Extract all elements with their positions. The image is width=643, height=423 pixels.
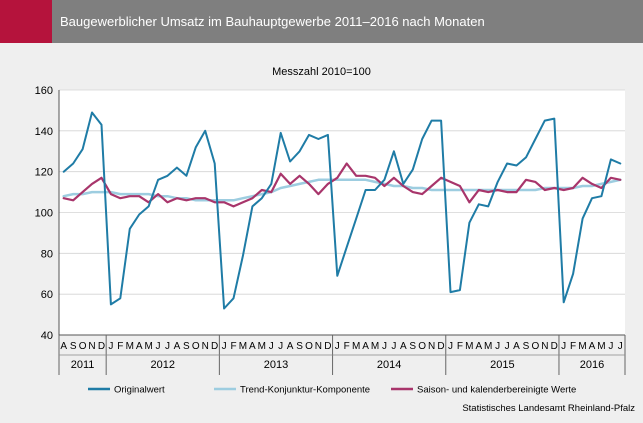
x-tick-label: J bbox=[495, 341, 500, 352]
x-tick-label: M bbox=[239, 341, 247, 352]
header-accent bbox=[0, 0, 52, 43]
y-tick-label: 60 bbox=[41, 289, 53, 301]
x-tick-label: N bbox=[315, 341, 322, 352]
y-tick-label: 140 bbox=[35, 126, 53, 138]
y-tick-label: 100 bbox=[35, 208, 53, 220]
x-tick-label: J bbox=[448, 341, 453, 352]
x-tick-label: F bbox=[344, 341, 350, 352]
x-tick-label: A bbox=[287, 341, 294, 352]
x-tick-label: J bbox=[222, 341, 227, 352]
x-tick-label: M bbox=[578, 341, 586, 352]
x-tick-label: J bbox=[608, 341, 613, 352]
x-tick-label: J bbox=[335, 341, 340, 352]
year-label: 2014 bbox=[377, 359, 401, 371]
year-label: 2012 bbox=[151, 359, 175, 371]
x-tick-label: A bbox=[589, 341, 596, 352]
x-tick-label: M bbox=[371, 341, 379, 352]
x-tick-label: J bbox=[391, 341, 396, 352]
x-tick-label: O bbox=[305, 341, 313, 352]
x-tick-label: M bbox=[258, 341, 266, 352]
x-tick-label: N bbox=[428, 341, 435, 352]
series-line-originalwert bbox=[62, 111, 622, 310]
legend-label: Saison- und kalenderbereinigte Werte bbox=[417, 385, 576, 396]
x-tick-label: A bbox=[60, 341, 67, 352]
x-tick-label: J bbox=[618, 341, 623, 352]
x-tick-label: J bbox=[561, 341, 566, 352]
x-tick-label: D bbox=[551, 341, 558, 352]
x-tick-label: S bbox=[523, 341, 530, 352]
x-tick-label: N bbox=[202, 341, 209, 352]
x-tick-label: J bbox=[382, 341, 387, 352]
x-tick-label: A bbox=[174, 341, 181, 352]
x-tick-label: S bbox=[183, 341, 190, 352]
x-tick-label: D bbox=[211, 341, 218, 352]
x-tick-label: M bbox=[597, 341, 605, 352]
source-note: Statistisches Landesamt Rheinland-Pfalz bbox=[462, 403, 635, 414]
x-tick-label: N bbox=[88, 341, 95, 352]
x-tick-label: O bbox=[192, 341, 200, 352]
x-tick-label: F bbox=[570, 341, 576, 352]
year-label: 2015 bbox=[490, 359, 514, 371]
y-tick-label: 80 bbox=[41, 248, 53, 260]
x-tick-label: S bbox=[409, 341, 416, 352]
x-tick-label: S bbox=[296, 341, 303, 352]
x-tick-label: A bbox=[513, 341, 520, 352]
legend-label: Originalwert bbox=[114, 385, 165, 396]
x-tick-label: N bbox=[541, 341, 548, 352]
x-tick-label: J bbox=[156, 341, 161, 352]
x-tick-label: O bbox=[79, 341, 87, 352]
x-tick-label: F bbox=[457, 341, 463, 352]
x-tick-label: A bbox=[400, 341, 407, 352]
x-tick-label: F bbox=[117, 341, 123, 352]
x-tick-label: O bbox=[531, 341, 539, 352]
y-tick-label: 120 bbox=[35, 167, 53, 179]
year-label: 2016 bbox=[580, 359, 604, 371]
x-tick-label: J bbox=[505, 341, 510, 352]
x-tick-label: A bbox=[136, 341, 143, 352]
header-bar bbox=[0, 0, 643, 43]
x-tick-label: A bbox=[362, 341, 369, 352]
x-tick-label: D bbox=[324, 341, 331, 352]
x-tick-label: M bbox=[352, 341, 360, 352]
x-tick-label: J bbox=[278, 341, 283, 352]
x-tick-label: M bbox=[144, 341, 152, 352]
x-tick-label: J bbox=[108, 341, 113, 352]
x-tick-label: A bbox=[249, 341, 256, 352]
year-label: 2013 bbox=[264, 359, 288, 371]
y-tick-label: 160 bbox=[35, 85, 53, 97]
series-line-saison bbox=[62, 162, 622, 208]
x-tick-label: M bbox=[126, 341, 134, 352]
year-label: 2011 bbox=[71, 359, 95, 371]
x-tick-label: O bbox=[418, 341, 426, 352]
x-tick-label: M bbox=[484, 341, 492, 352]
x-tick-label: S bbox=[70, 341, 77, 352]
chart-subtitle: Messzahl 2010=100 bbox=[272, 66, 371, 78]
page-title: Baugewerblicher Umsatz im Bauhauptgewerb… bbox=[60, 14, 485, 29]
x-tick-label: M bbox=[465, 341, 473, 352]
legend-label: Trend-Konjunktur-Komponente bbox=[240, 385, 370, 396]
y-tick-label: 40 bbox=[41, 330, 53, 342]
x-tick-label: D bbox=[437, 341, 444, 352]
x-tick-label: F bbox=[230, 341, 236, 352]
x-tick-label: D bbox=[98, 341, 105, 352]
x-tick-label: J bbox=[165, 341, 170, 352]
x-tick-label: A bbox=[475, 341, 482, 352]
x-tick-label: J bbox=[269, 341, 274, 352]
